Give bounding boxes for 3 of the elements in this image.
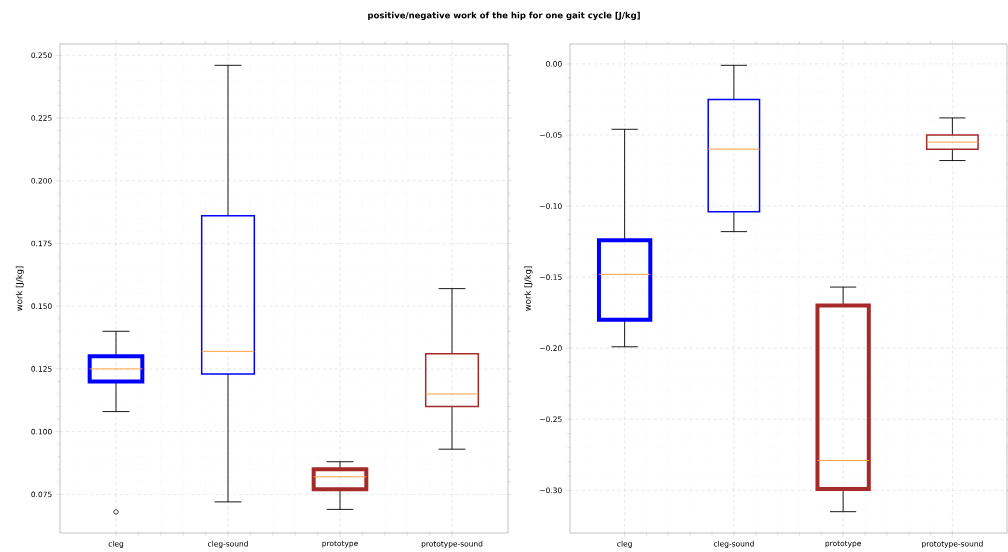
chart-title: positive/negative work of the hip for one gait cycle [J/kg] [368,11,640,21]
y-axis-title: work [J/kg] [524,266,533,311]
y-axis-title: work [J/kg] [15,266,24,311]
